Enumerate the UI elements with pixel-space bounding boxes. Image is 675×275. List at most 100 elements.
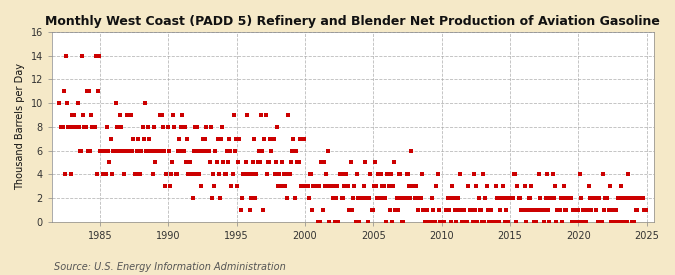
Title: Monthly West Coast (PADD 5) Refinery and Blender Net Production of Aviation Gaso: Monthly West Coast (PADD 5) Refinery and… [45,15,660,28]
Point [570,208,581,212]
Point [602,196,613,200]
Point [639,208,649,212]
Point [450,208,460,212]
Point [65,172,76,177]
Point [385,172,396,177]
Point [347,208,358,212]
Point [231,136,242,141]
Point [190,172,201,177]
Point [387,219,398,224]
Point [470,208,481,212]
Point [310,184,321,188]
Point [63,125,74,129]
Point [475,208,485,212]
Point [481,184,492,188]
Point [77,53,88,58]
Point [161,172,172,177]
Point [357,196,368,200]
Point [112,125,123,129]
Point [300,184,311,188]
Point [533,208,543,212]
Point [271,125,282,129]
Point [504,196,515,200]
Point [326,184,337,188]
Point [359,160,370,165]
Point [296,184,306,188]
Point [289,148,300,153]
Point [614,219,624,224]
Point [86,113,97,117]
Point [282,196,293,200]
Point [291,148,302,153]
Point [521,219,532,224]
Point [140,101,151,105]
Point [639,208,650,212]
Point [543,208,554,212]
Point [325,184,336,188]
Point [506,196,517,200]
Point [137,125,148,129]
Point [266,148,277,153]
Point [275,184,286,188]
Point [611,208,622,212]
Point [552,208,563,212]
Point [592,196,603,200]
Point [207,196,217,200]
Point [480,196,491,200]
Point [314,184,325,188]
Point [124,148,134,153]
Point [220,172,231,177]
Point [301,184,312,188]
Point [440,208,451,212]
Point [548,196,559,200]
Point [541,196,551,200]
Point [317,208,328,212]
Point [511,219,522,224]
Point [109,148,119,153]
Point [176,125,187,129]
Point [57,125,68,129]
Point [538,219,549,224]
Point [203,148,214,153]
Point [513,196,524,200]
Text: Source: U.S. Energy Information Administration: Source: U.S. Energy Information Administ… [54,262,286,272]
Point [392,208,403,212]
Point [92,172,103,177]
Point [135,172,146,177]
Point [563,196,574,200]
Point [230,148,240,153]
Point [415,196,426,200]
Point [365,172,376,177]
Point [145,148,156,153]
Point [634,196,645,200]
Point [350,219,361,224]
Point [126,113,136,117]
Point [122,148,133,153]
Point [408,184,419,188]
Point [352,196,363,200]
Point [526,208,537,212]
Point [238,172,248,177]
Point [99,148,110,153]
Point [351,172,362,177]
Point [568,208,578,212]
Point [117,148,128,153]
Point [593,219,603,224]
Point [410,196,421,200]
Point [236,196,247,200]
Point [637,196,648,200]
Point [558,196,568,200]
Point [332,184,343,188]
Point [143,125,154,129]
Point [175,148,186,153]
Point [180,125,190,129]
Point [88,125,99,129]
Point [423,219,434,224]
Point [315,219,325,224]
Point [110,148,121,153]
Point [621,219,632,224]
Point [516,208,527,212]
Point [248,160,259,165]
Point [579,208,590,212]
Point [117,148,128,153]
